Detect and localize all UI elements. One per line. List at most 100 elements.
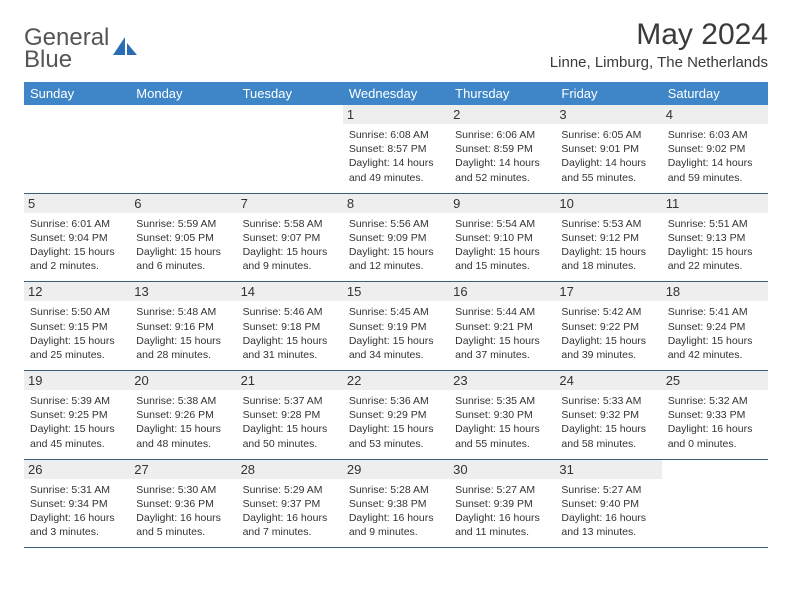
day1-text: Daylight: 15 hours	[455, 245, 549, 259]
weekday-header: Thursday	[449, 82, 555, 105]
sunrise-text: Sunrise: 5:33 AM	[561, 394, 655, 408]
sunset-text: Sunset: 9:37 PM	[243, 497, 337, 511]
sunrise-text: Sunrise: 5:30 AM	[136, 483, 230, 497]
empty-cell	[662, 460, 768, 548]
calendar-grid: Sunday Monday Tuesday Wednesday Thursday…	[24, 82, 768, 548]
day-number: 23	[449, 371, 555, 390]
day-cell: 31Sunrise: 5:27 AMSunset: 9:40 PMDayligh…	[555, 460, 661, 548]
calendar-document: General Blue May 2024 Linne, Limburg, Th…	[0, 0, 792, 566]
sunset-text: Sunset: 9:34 PM	[30, 497, 124, 511]
day1-text: Daylight: 15 hours	[561, 245, 655, 259]
day-cell: 16Sunrise: 5:44 AMSunset: 9:21 PMDayligh…	[449, 282, 555, 370]
title-block: May 2024 Linne, Limburg, The Netherlands	[550, 18, 768, 71]
day2-text: and 37 minutes.	[455, 348, 549, 362]
day2-text: and 34 minutes.	[349, 348, 443, 362]
day-number: 21	[237, 371, 343, 390]
day-cell: 12Sunrise: 5:50 AMSunset: 9:15 PMDayligh…	[24, 282, 130, 370]
day1-text: Daylight: 15 hours	[668, 334, 762, 348]
week-row: 12Sunrise: 5:50 AMSunset: 9:15 PMDayligh…	[24, 282, 768, 371]
day2-text: and 3 minutes.	[30, 525, 124, 539]
day1-text: Daylight: 16 hours	[455, 511, 549, 525]
day1-text: Daylight: 15 hours	[561, 334, 655, 348]
day-number: 15	[343, 282, 449, 301]
weekday-header: Tuesday	[237, 82, 343, 105]
day2-text: and 25 minutes.	[30, 348, 124, 362]
day1-text: Daylight: 15 hours	[668, 245, 762, 259]
day1-text: Daylight: 15 hours	[349, 422, 443, 436]
sunrise-text: Sunrise: 6:05 AM	[561, 128, 655, 142]
day2-text: and 18 minutes.	[561, 259, 655, 273]
day1-text: Daylight: 16 hours	[668, 422, 762, 436]
week-row: 26Sunrise: 5:31 AMSunset: 9:34 PMDayligh…	[24, 460, 768, 549]
sunset-text: Sunset: 9:07 PM	[243, 231, 337, 245]
day-number: 16	[449, 282, 555, 301]
day1-text: Daylight: 15 hours	[455, 422, 549, 436]
day-cell: 22Sunrise: 5:36 AMSunset: 9:29 PMDayligh…	[343, 371, 449, 459]
weekday-header: Wednesday	[343, 82, 449, 105]
day-number: 8	[343, 194, 449, 213]
day1-text: Daylight: 15 hours	[455, 334, 549, 348]
day-cell: 23 Sunrise: 5:35 AMSunset: 9:30 PMDayligh…	[449, 371, 555, 459]
sunset-text: Sunset: 8:59 PM	[455, 142, 549, 156]
day1-text: Daylight: 14 hours	[668, 156, 762, 170]
day2-text: and 55 minutes.	[455, 437, 549, 451]
day1-text: Daylight: 15 hours	[243, 334, 337, 348]
sunset-text: Sunset: 9:16 PM	[136, 320, 230, 334]
sunrise-text: Sunrise: 5:53 AM	[561, 217, 655, 231]
day2-text: and 7 minutes.	[243, 525, 337, 539]
day2-text: and 50 minutes.	[243, 437, 337, 451]
sunrise-text: Sunrise: 6:06 AM	[455, 128, 549, 142]
day2-text: and 15 minutes.	[455, 259, 549, 273]
day1-text: Daylight: 15 hours	[30, 334, 124, 348]
day1-text: Daylight: 15 hours	[136, 422, 230, 436]
sunrise-text: Sunrise: 5:31 AM	[30, 483, 124, 497]
day2-text: and 13 minutes.	[561, 525, 655, 539]
day1-text: Daylight: 15 hours	[243, 245, 337, 259]
day-number: 28	[237, 460, 343, 479]
day-number: 5	[24, 194, 130, 213]
day-number: 7	[237, 194, 343, 213]
day-cell: 11Sunrise: 5:51 AMSunset: 9:13 PMDayligh…	[662, 194, 768, 282]
day-cell: 30Sunrise: 5:27 AMSunset: 9:39 PMDayligh…	[449, 460, 555, 548]
sunset-text: Sunset: 9:10 PM	[455, 231, 549, 245]
day-number: 3	[555, 105, 661, 124]
day2-text: and 59 minutes.	[668, 171, 762, 185]
sunrise-text: Sunrise: 5:27 AM	[561, 483, 655, 497]
day1-text: Daylight: 14 hours	[455, 156, 549, 170]
sunrise-text: Sunrise: 5:35 AM	[455, 394, 549, 408]
page-title: May 2024	[550, 18, 768, 52]
brand-logo: General Blue	[24, 24, 139, 74]
day1-text: Daylight: 16 hours	[561, 511, 655, 525]
day1-text: Daylight: 16 hours	[243, 511, 337, 525]
sunset-text: Sunset: 9:18 PM	[243, 320, 337, 334]
day1-text: Daylight: 15 hours	[136, 245, 230, 259]
day-number: 27	[130, 460, 236, 479]
day1-text: Daylight: 15 hours	[349, 245, 443, 259]
day2-text: and 9 minutes.	[243, 259, 337, 273]
sunset-text: Sunset: 9:22 PM	[561, 320, 655, 334]
day-number: 12	[24, 282, 130, 301]
day-cell: 1Sunrise: 6:08 AMSunset: 8:57 PMDaylight…	[343, 105, 449, 193]
day-number: 6	[130, 194, 236, 213]
sunrise-text: Sunrise: 5:51 AM	[668, 217, 762, 231]
sunset-text: Sunset: 9:30 PM	[455, 408, 549, 422]
sunrise-text: Sunrise: 5:56 AM	[349, 217, 443, 231]
sunset-text: Sunset: 9:02 PM	[668, 142, 762, 156]
weekday-header: Saturday	[662, 82, 768, 105]
day2-text: and 42 minutes.	[668, 348, 762, 362]
day-number: 29	[343, 460, 449, 479]
sunrise-text: Sunrise: 5:38 AM	[136, 394, 230, 408]
day1-text: Daylight: 14 hours	[349, 156, 443, 170]
day-number: 13	[130, 282, 236, 301]
sunrise-text: Sunrise: 5:42 AM	[561, 305, 655, 319]
sunset-text: Sunset: 9:04 PM	[30, 231, 124, 245]
weekday-header: Monday	[130, 82, 236, 105]
day2-text: and 9 minutes.	[349, 525, 443, 539]
day-cell: 18Sunrise: 5:41 AMSunset: 9:24 PMDayligh…	[662, 282, 768, 370]
sunrise-text: Sunrise: 5:46 AM	[243, 305, 337, 319]
day-cell: 2Sunrise: 6:06 AMSunset: 8:59 PMDaylight…	[449, 105, 555, 193]
empty-cell	[237, 105, 343, 193]
sunrise-text: Sunrise: 5:29 AM	[243, 483, 337, 497]
day2-text: and 52 minutes.	[455, 171, 549, 185]
weekday-header: Friday	[555, 82, 661, 105]
